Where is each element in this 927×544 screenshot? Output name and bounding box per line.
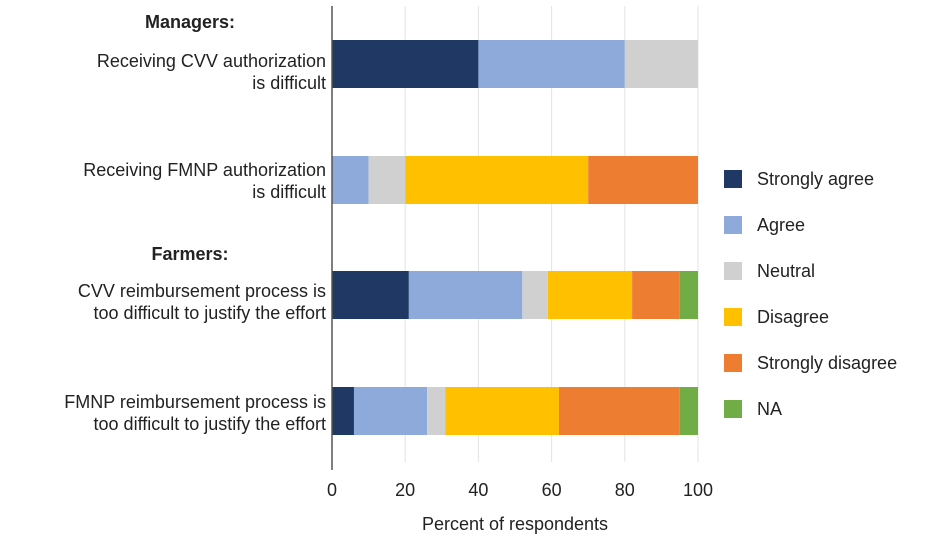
legend-label: Neutral [757, 260, 816, 281]
category-label: CVV reimbursement process is too difficu… [77, 281, 326, 323]
legend-swatch [724, 354, 742, 372]
x-tick-label: 0 [327, 480, 337, 500]
bar-segment [632, 271, 680, 319]
category-label: Receiving CVV authorization is difficult [96, 51, 326, 93]
bar-segment [332, 271, 409, 319]
legend-swatch [724, 400, 742, 418]
legend-item: Neutral [724, 248, 897, 294]
bar-segment [478, 40, 625, 88]
bar-segment [558, 387, 680, 435]
bar-segment [405, 156, 589, 204]
legend-item: Strongly disagree [724, 340, 897, 386]
bar-segment [332, 40, 479, 88]
x-tick-label: 80 [615, 480, 635, 500]
legend-item: Disagree [724, 294, 897, 340]
legend-swatch [724, 262, 742, 280]
x-tick-label: 60 [542, 480, 562, 500]
bar-segment [427, 387, 446, 435]
category-label: Receiving FMNP authorization is difficul… [83, 160, 326, 202]
bar-segment [332, 156, 369, 204]
legend-item: NA [724, 386, 897, 432]
x-tick-label: 20 [395, 480, 415, 500]
legend-swatch [724, 170, 742, 188]
bar-segment [679, 271, 698, 319]
group-label-managers: Managers: [144, 12, 236, 32]
legend-label: Strongly disagree [757, 352, 898, 373]
x-tick-label: 100 [683, 480, 713, 500]
x-axis-title: Percent of respondents [421, 514, 609, 534]
bar-segment [368, 156, 406, 204]
legend-label: Disagree [757, 306, 830, 327]
legend: Strongly agree Agree Neutral Disagree St… [724, 156, 897, 432]
category-label: FMNP reimbursement process is too diffic… [64, 392, 326, 434]
bar-segment [353, 387, 428, 435]
legend-label: NA [757, 398, 783, 419]
group-label-farmers: Farmers: [151, 244, 229, 264]
bar-segment [588, 156, 698, 204]
legend-item: Strongly agree [724, 156, 897, 202]
bar-segment [522, 271, 548, 319]
legend-swatch [724, 308, 742, 326]
bar-segment [408, 271, 523, 319]
x-tick-label: 40 [468, 480, 488, 500]
bar-segment [679, 387, 698, 435]
legend-item: Agree [724, 202, 897, 248]
bar-segment [445, 387, 559, 435]
legend-label: Strongly agree [757, 168, 875, 189]
legend-label: Agree [757, 214, 806, 235]
bar-segment [547, 271, 633, 319]
bar-segment [332, 387, 354, 435]
bar-segment [624, 40, 698, 88]
legend-swatch [724, 216, 742, 234]
